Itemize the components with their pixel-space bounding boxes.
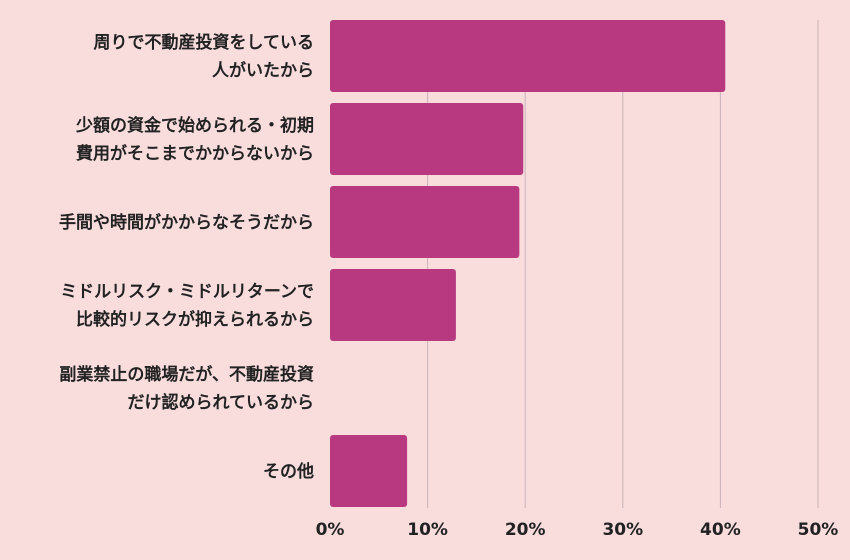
grid-lines [427,20,819,508]
category-label-line: だけ認められているから [128,392,315,413]
category-label: その他 [263,461,314,482]
tick-label: 10% [407,520,448,540]
category-label: 副業禁止の職場だが、不動産投資だけ認められているから [59,364,314,413]
category-label-line: 手間や時間がかからなそうだから [59,212,314,233]
tick-label: 40% [700,520,741,540]
tick-label: 0% [316,520,345,540]
category-label-line: 比較的リスクが抑えられるから [76,309,314,330]
x-axis-tick-labels: 0% 10% 20% 30% 40% 50% [316,520,839,540]
bar [330,186,520,258]
bars [330,20,726,507]
bar [330,435,408,507]
tick-label: 20% [505,520,546,540]
category-label: 手間や時間がかからなそうだから [59,212,314,233]
bar [330,103,524,175]
tick-label: 30% [602,520,643,540]
tick-label: 50% [798,520,839,540]
bar [330,20,726,92]
category-label: 周りで不動産投資をしている人がいたから [94,32,315,81]
category-label-line: その他 [263,461,314,482]
category-labels: 周りで不動産投資をしている人がいたから少額の資金で始められる・初期費用がそこまで… [59,32,314,482]
category-label: 少額の資金で始められる・初期費用がそこまでかからないから [75,115,314,164]
category-label-line: 費用がそこまでかからないから [76,143,314,164]
category-label-line: 副業禁止の職場だが、不動産投資 [59,364,314,385]
category-label-line: 少額の資金で始められる・初期 [75,115,314,136]
category-label-line: 周りで不動産投資をしている [94,32,315,53]
bar [330,269,456,341]
category-label-line: 人がいたから [212,60,314,81]
category-label-line: ミドルリスク・ミドルリターンで [60,282,314,302]
category-label: ミドルリスク・ミドルリターンで比較的リスクが抑えられるから [60,282,314,330]
